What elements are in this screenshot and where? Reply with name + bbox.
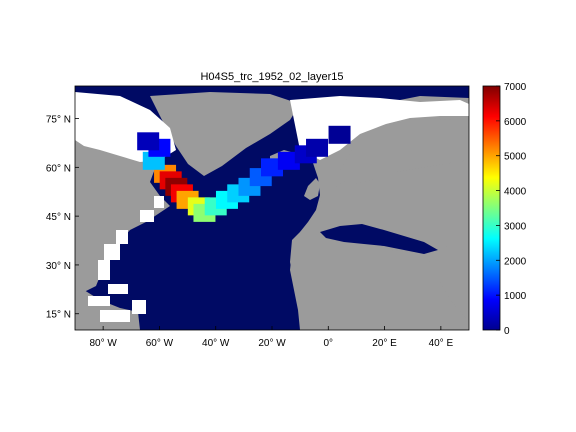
colorbar-tick-label: 1000 [504, 291, 527, 302]
lat-tick-label: 15° N [46, 310, 71, 321]
colorbar: 0 1000 2000 3000 4000 5000 6000 7000 [482, 82, 527, 337]
lon-tick-label: 20° W [258, 338, 286, 349]
lon-tick-label: 20° E [372, 338, 397, 349]
lat-tick-label: 60° N [46, 163, 71, 174]
latitude-ticks: 75° N 60° N 45° N 30° N 15° N [46, 115, 79, 321]
colorbar-tick-label: 6000 [504, 117, 527, 128]
colorbar-gradient [482, 85, 501, 331]
lat-tick-label: 75° N [46, 115, 71, 126]
longitude-ticks: 80° W 60° W 40° W 20° W 0° 20° E 40° E [89, 326, 453, 349]
plume-cell [137, 132, 160, 151]
lon-tick-label: 60° W [146, 338, 174, 349]
plume-cell [328, 125, 351, 144]
mediterranean-sea [320, 224, 438, 254]
lon-tick-label: 0° [324, 338, 334, 349]
no-data-region-arctic [290, 96, 469, 160]
colorbar-tick-label: 0 [504, 326, 510, 337]
plume-cell [261, 158, 283, 177]
no-data-cells [88, 196, 164, 322]
colorbar-tick-label: 7000 [504, 82, 527, 93]
lon-tick-label: 40° E [429, 338, 454, 349]
lon-tick-label: 80° W [89, 338, 117, 349]
africa-landmass [290, 230, 469, 330]
map-panel [75, 86, 469, 330]
colorbar-tick-label: 3000 [504, 221, 527, 232]
plume-cell [277, 151, 300, 170]
scandinavia-landmass [340, 118, 469, 184]
tracer-plume [137, 125, 351, 222]
lat-tick-label: 30° N [46, 261, 71, 272]
greenland-landmass [150, 92, 300, 176]
colorbar-ticks: 0 1000 2000 3000 4000 5000 6000 7000 [496, 82, 527, 337]
lon-tick-label: 40° W [202, 338, 230, 349]
plume-cell [306, 138, 329, 157]
colorbar-tick-label: 2000 [504, 256, 527, 267]
chart-title: H04S5_trc_1952_02_layer15 [200, 71, 343, 83]
colorbar-tick-label: 4000 [504, 187, 527, 198]
colorbar-tick-label: 5000 [504, 152, 527, 163]
lat-tick-label: 45° N [46, 212, 71, 223]
british-isles [304, 178, 320, 200]
